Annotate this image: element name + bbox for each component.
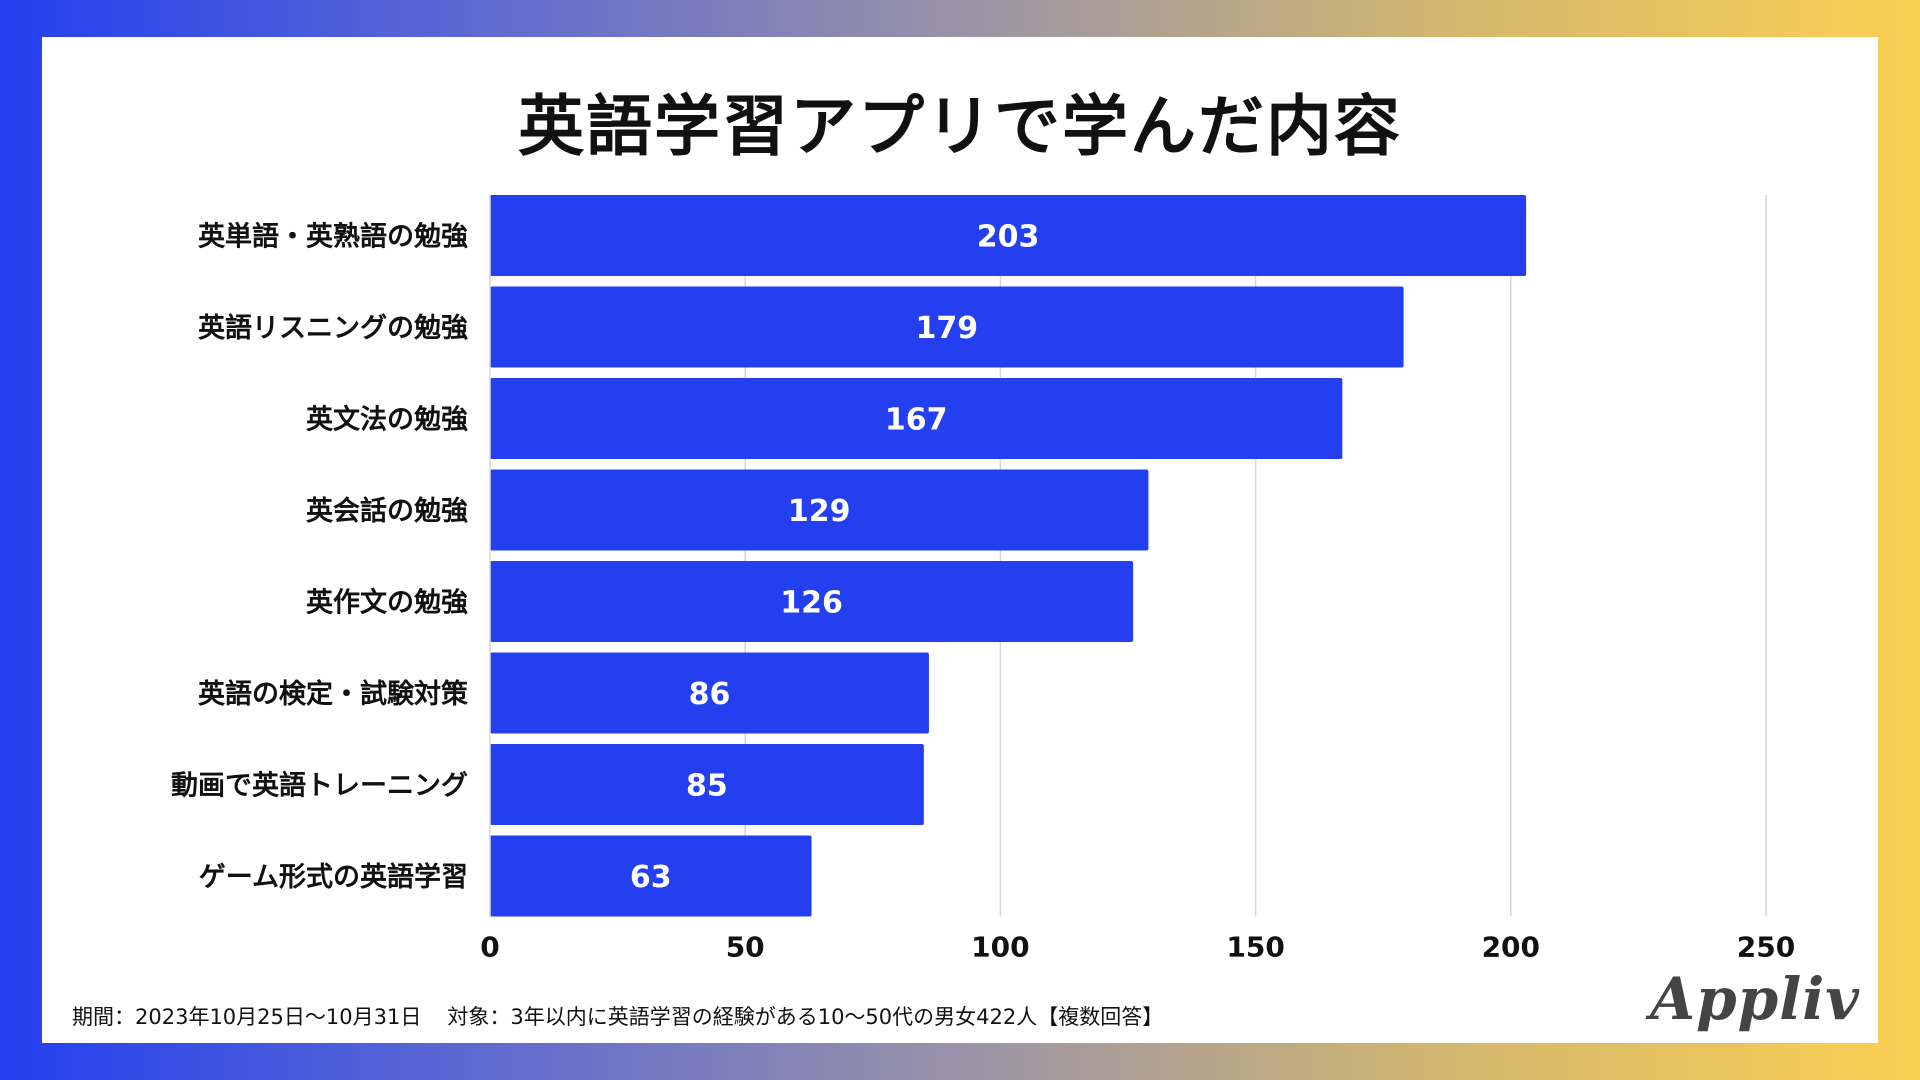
bar-1 bbox=[490, 195, 1527, 276]
value-label-7: 85 bbox=[686, 769, 728, 804]
value-label-6: 86 bbox=[689, 677, 731, 712]
bar-2 bbox=[490, 286, 1404, 368]
category-label-1: 英単語・英熟語の勉強 bbox=[198, 221, 468, 253]
value-label-5: 126 bbox=[780, 586, 843, 621]
footnote-target: 対象：3年以内に英語学習の経験がある10～50代の男女422人【複数回答】 bbox=[447, 1005, 1164, 1029]
x-tick-label-150: 150 bbox=[1226, 931, 1284, 964]
x-tick-label-100: 100 bbox=[971, 931, 1029, 964]
x-tick-label-200: 200 bbox=[1482, 931, 1540, 964]
x-tick-label-50: 50 bbox=[726, 931, 765, 964]
bar-8 bbox=[490, 835, 812, 917]
x-tick-label-250: 250 bbox=[1737, 931, 1795, 964]
bar-6 bbox=[490, 652, 929, 734]
chart-card: 英語学習アプリで学んだ内容 英単語・英熟語の勉強 203 英語リスニングの勉強 179… bbox=[42, 37, 1878, 1043]
bar-7 bbox=[490, 744, 924, 825]
appliv-logo: Appliv bbox=[1650, 965, 1860, 1033]
chart-title: 英語学習アプリで学んだ内容 bbox=[518, 88, 1402, 165]
bar-chart: 英単語・英熟語の勉強 203 英語リスニングの勉強 179 英文法の勉強 167 英会話の勉… bbox=[171, 195, 1795, 964]
bar-5 bbox=[490, 561, 1134, 642]
value-label-4: 129 bbox=[788, 494, 851, 529]
category-label-4: 英会話の勉強 bbox=[306, 495, 468, 527]
category-label-8: ゲーム形式の英語学習 bbox=[199, 861, 468, 893]
bar-4 bbox=[490, 469, 1149, 551]
x-tick-label-0: 0 bbox=[480, 931, 499, 964]
category-label-6: 英語の検定・試験対策 bbox=[198, 678, 469, 710]
category-label-2: 英語リスニングの勉強 bbox=[198, 312, 468, 344]
footnote-period: 期間：2023年10月25日～10月31日 bbox=[72, 1005, 422, 1029]
footnote: 期間：2023年10月25日～10月31日 対象：3年以内に英語学習の経験がある1… bbox=[72, 1001, 1163, 1031]
value-label-8: 63 bbox=[630, 860, 672, 895]
category-label-3: 英文法の勉強 bbox=[306, 404, 468, 436]
bar-3 bbox=[490, 378, 1343, 459]
value-label-1: 203 bbox=[977, 220, 1040, 255]
value-label-2: 179 bbox=[915, 311, 978, 346]
value-label-3: 167 bbox=[885, 403, 948, 438]
category-label-7: 動画で英語トレーニング bbox=[171, 770, 468, 802]
category-label-5: 英作文の勉強 bbox=[306, 587, 468, 619]
